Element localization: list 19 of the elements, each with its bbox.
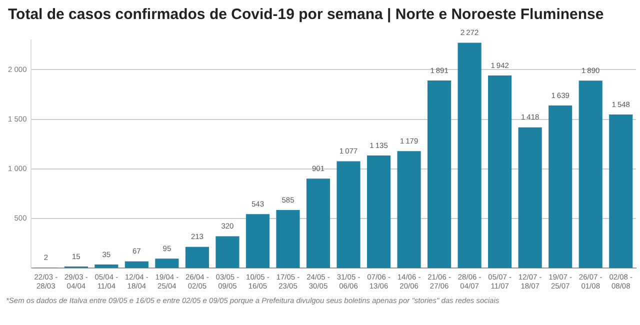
bar [458, 42, 482, 268]
bar [94, 264, 118, 268]
bar [428, 80, 452, 268]
bar [548, 106, 572, 268]
bar [216, 236, 240, 268]
bar [578, 80, 602, 268]
bar [336, 161, 360, 268]
bar [488, 75, 512, 268]
bar [155, 258, 179, 268]
bar [306, 178, 330, 268]
bar [518, 127, 542, 268]
chart-title: Total de casos confirmados de Covid-19 por semana | Norte e Noroeste Fluminense [7, 5, 605, 25]
bar [276, 210, 300, 268]
bar [185, 246, 209, 268]
bar [124, 261, 148, 268]
bar [366, 155, 391, 268]
bar [609, 114, 633, 268]
bar [397, 151, 421, 268]
bar [246, 214, 270, 268]
